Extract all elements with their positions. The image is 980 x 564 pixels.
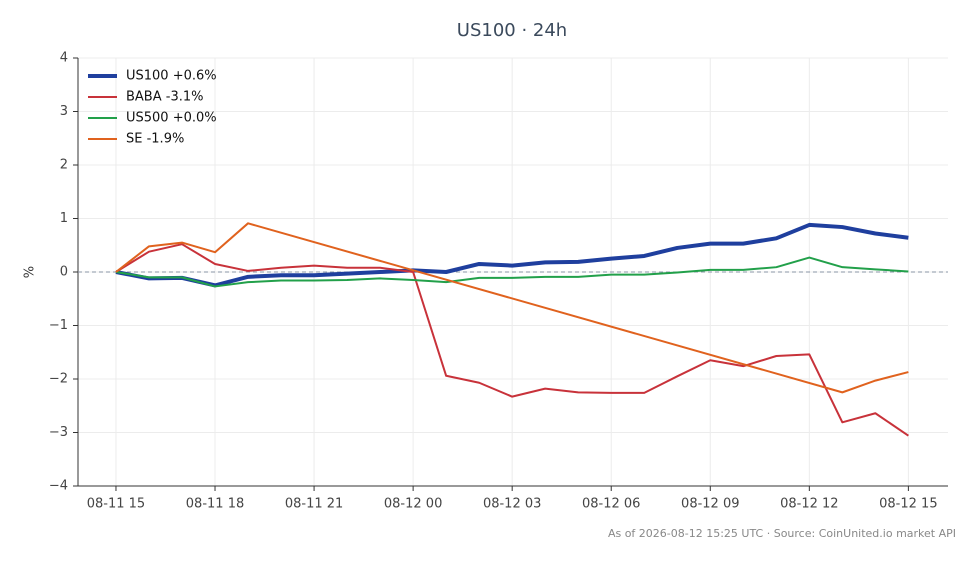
x-tick-label: 08-12 09: [681, 497, 739, 512]
x-tick-label: 08-12 06: [582, 497, 640, 512]
x-tick-label: 08-12 15: [879, 497, 937, 512]
x-tick-label: 08-11 15: [87, 497, 145, 512]
x-tick-label: 08-12 12: [780, 497, 838, 512]
footer: As of 2026-08-12 15:25 UTC · Source: Coi…: [608, 527, 956, 540]
y-tick-label: −4: [49, 479, 68, 494]
y-tick-label: −3: [49, 425, 68, 440]
y-tick-label: 0: [60, 265, 68, 280]
y-tick-label: 1: [60, 211, 68, 226]
x-tick-label: 08-12 00: [384, 497, 442, 512]
chart-title: US100 · 24h: [457, 20, 567, 41]
y-tick-label: −2: [49, 372, 68, 387]
legend-label: BABA -3.1%: [126, 90, 203, 105]
legend-label: SE -1.9%: [126, 132, 184, 147]
y-tick-label: −1: [49, 318, 68, 333]
y-axis-label: %: [23, 266, 38, 278]
series-line: [115, 256, 909, 288]
legend-label: US100 +0.6%: [126, 69, 217, 84]
x-tick-label: 08-12 03: [483, 497, 541, 512]
series-line: [115, 222, 909, 288]
series-line: [115, 222, 909, 394]
y-tick-label: 3: [60, 104, 68, 119]
y-tick-label: 2: [60, 158, 68, 173]
y-tick-label: 4: [60, 51, 68, 66]
series-line: [115, 243, 909, 437]
x-tick-label: 08-11 21: [285, 497, 343, 512]
legend-label: US500 +0.0%: [126, 111, 217, 126]
x-tick-label: 08-11 18: [186, 497, 244, 512]
